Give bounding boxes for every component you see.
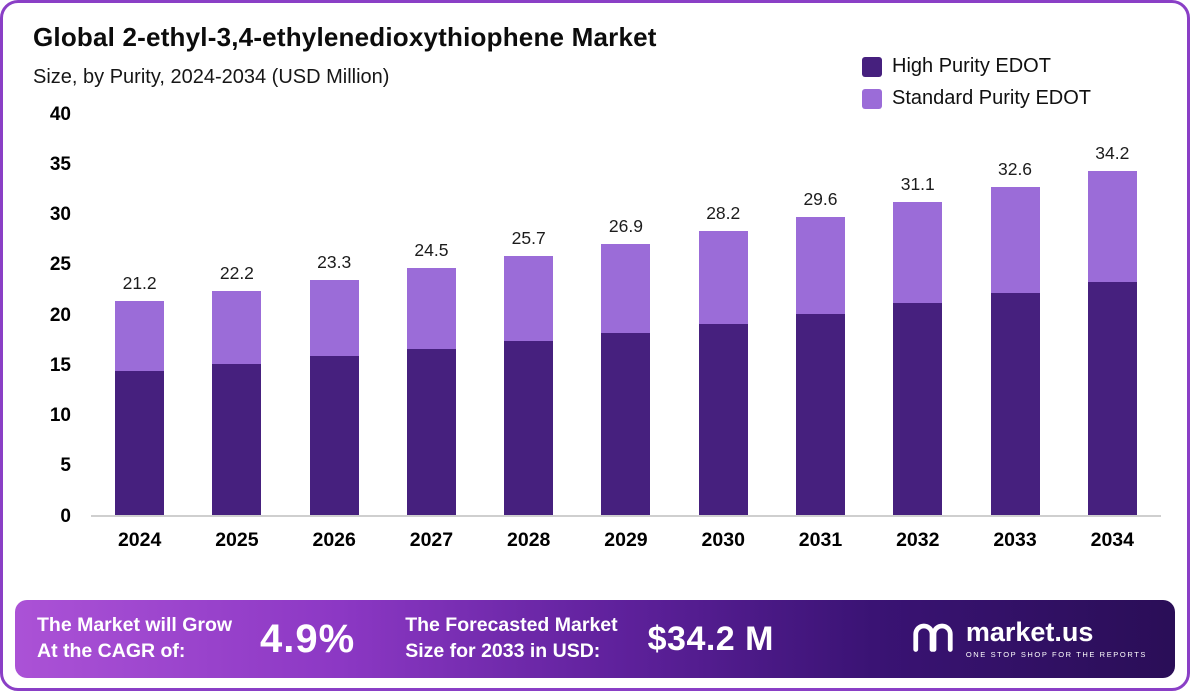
brand-name: market.us — [965, 617, 1094, 647]
y-tick-30: 30 — [49, 204, 71, 225]
bar-total-label-2027: 24.5 — [414, 240, 449, 261]
bar-column-2026: 23.3 — [286, 115, 383, 515]
bar-segment-high-purity-2028 — [504, 340, 554, 515]
bar-segment-high-purity-2031 — [795, 313, 845, 515]
bar-segment-high-purity-2034 — [1087, 282, 1137, 515]
cagr-value: 4.9% — [260, 616, 356, 661]
y-tick-15: 15 — [49, 354, 71, 376]
bar-segment-standard-purity-2028 — [504, 256, 554, 341]
cagr-label-line1: The Market will Grow — [37, 614, 233, 637]
bar-segment-standard-purity-2034 — [1087, 170, 1137, 283]
bar-segment-high-purity-2033 — [990, 293, 1040, 515]
bar-total-label-2030: 28.2 — [706, 203, 741, 224]
y-tick-0: 0 — [60, 505, 71, 527]
footer-banner: The Market will Grow At the CAGR of: 4.9… — [15, 600, 1175, 678]
cagr-label-line2: At the CAGR of: — [37, 640, 186, 662]
bar-segment-high-purity-2030 — [698, 323, 748, 515]
y-tick-25: 25 — [49, 254, 71, 276]
bar-segment-standard-purity-2024 — [115, 301, 165, 371]
bar-total-label-2032: 31.1 — [900, 173, 935, 194]
bar-column-2027: 24.5 — [383, 115, 480, 515]
legend-swatch-high-purity-icon — [862, 56, 883, 77]
brand-tagline: ONE STOP SHOP FOR THE REPORTS — [965, 650, 1147, 659]
bar-segment-standard-purity-2026 — [309, 280, 359, 356]
brand-text: market.us ONE STOP SHOP FOR THE REPORTS — [965, 617, 1147, 660]
bar-segment-standard-purity-2025 — [212, 291, 262, 364]
bar-segment-high-purity-2026 — [309, 355, 359, 515]
bar-segment-high-purity-2025 — [212, 363, 262, 515]
x-tick-2027: 2027 — [409, 528, 454, 551]
bar-column-2034: 34.2 — [1064, 115, 1161, 515]
x-tick-2028: 2028 — [507, 528, 551, 551]
legend-item-standard-purity: Standard Purity EDOT — [862, 87, 1091, 110]
y-tick-10: 10 — [49, 405, 71, 426]
bar-segment-high-purity-2027 — [406, 348, 456, 515]
chart-header: Global 2-ethyl-3,4-ethylenedioxythiophen… — [3, 3, 1187, 89]
x-tick-2029: 2029 — [604, 528, 648, 551]
forecast-label-line2: Size for 2033 in USD: — [405, 640, 601, 662]
x-tick-2034: 2034 — [1090, 528, 1134, 551]
y-tick-5: 5 — [60, 455, 71, 477]
chart-area: 0 5 10 15 20 25 30 35 40 21.2 22.2 23.3 24.5 25.7 26.… — [3, 104, 1187, 552]
bar-total-label-2033: 32.6 — [997, 158, 1033, 179]
x-axis: 2024 2025 2026 2027 2028 2029 2030 2031 2032 2033… — [3, 529, 1187, 552]
bar-segment-standard-purity-2031 — [795, 217, 845, 314]
x-tick-2033: 2033 — [993, 528, 1037, 551]
bar-segment-high-purity-2029 — [601, 332, 651, 515]
chart-legend: High Purity EDOT Standard Purity EDOT — [862, 55, 1091, 110]
bar-total-label-2034: 34.2 — [1095, 142, 1130, 163]
bar-column-2031: 29.6 — [772, 115, 869, 515]
bar-segment-standard-purity-2033 — [990, 186, 1040, 294]
legend-item-high-purity: High Purity EDOT — [862, 55, 1091, 78]
bar-total-label-2029: 26.9 — [608, 216, 643, 237]
bar-total-label-2031: 29.6 — [803, 189, 838, 210]
bar-total-label-2026: 23.3 — [317, 252, 352, 273]
bar-column-2033: 32.6 — [966, 115, 1063, 515]
marketus-logo-icon — [910, 619, 956, 660]
forecast-value: $34.2 M — [647, 619, 774, 658]
y-tick-20: 20 — [49, 304, 71, 326]
x-tick-2026: 2026 — [312, 528, 356, 551]
forecast-label-line1: The Forecasted Market — [405, 614, 618, 637]
bar-segment-standard-purity-2030 — [698, 231, 748, 324]
legend-swatch-standard-purity-icon — [862, 88, 883, 109]
bar-segment-high-purity-2024 — [115, 370, 165, 515]
bar-segment-standard-purity-2032 — [893, 201, 943, 304]
x-axis-labels: 2024 2025 2026 2027 2028 2029 2030 2031 2032 2033… — [91, 529, 1161, 552]
x-tick-2031: 2031 — [798, 528, 843, 551]
forecast-label: The Forecasted Market Size for 2033 in U… — [405, 613, 617, 664]
bar-column-2032: 31.1 — [869, 115, 966, 515]
bar-column-2025: 22.2 — [188, 115, 285, 515]
x-tick-2025: 2025 — [215, 528, 259, 551]
y-axis: 0 5 10 15 20 25 30 35 40 — [3, 104, 91, 527]
cagr-label: The Market will Grow At the CAGR of: — [37, 613, 232, 664]
y-tick-40: 40 — [49, 103, 71, 125]
bars-plot: 21.2 22.2 23.3 24.5 25.7 26.9 28.2 29.6 31.1 32.6… — [91, 115, 1161, 517]
page-title: Global 2-ethyl-3,4-ethylenedioxythiophen… — [33, 22, 657, 52]
x-axis-spacer — [3, 529, 91, 552]
bar-segment-high-purity-2032 — [893, 303, 943, 515]
bar-segment-standard-purity-2029 — [601, 244, 651, 333]
bar-column-2030: 28.2 — [675, 115, 772, 515]
legend-label-high-purity: High Purity EDOT — [892, 55, 1051, 77]
bar-segment-standard-purity-2027 — [406, 268, 456, 349]
bar-total-label-2024: 21.2 — [122, 273, 157, 294]
bar-column-2029: 26.9 — [577, 115, 674, 515]
plot-row: 0 5 10 15 20 25 30 35 40 21.2 22.2 23.3 24.5 25.7 26.… — [3, 104, 1187, 527]
y-tick-35: 35 — [49, 153, 71, 175]
bar-column-2028: 25.7 — [480, 115, 577, 515]
page-subtitle: Size, by Purity, 2024-2034 (USD Million) — [33, 65, 390, 88]
x-tick-2024: 2024 — [117, 528, 162, 551]
x-tick-2032: 2032 — [896, 528, 940, 551]
x-tick-2030: 2030 — [701, 528, 745, 551]
bar-total-label-2028: 25.7 — [511, 228, 546, 249]
bar-total-label-2025: 22.2 — [219, 263, 254, 284]
bar-column-2024: 21.2 — [91, 115, 188, 515]
legend-label-standard-purity: Standard Purity EDOT — [892, 87, 1091, 109]
brand-logo: market.us ONE STOP SHOP FOR THE REPORTS — [910, 619, 1147, 660]
